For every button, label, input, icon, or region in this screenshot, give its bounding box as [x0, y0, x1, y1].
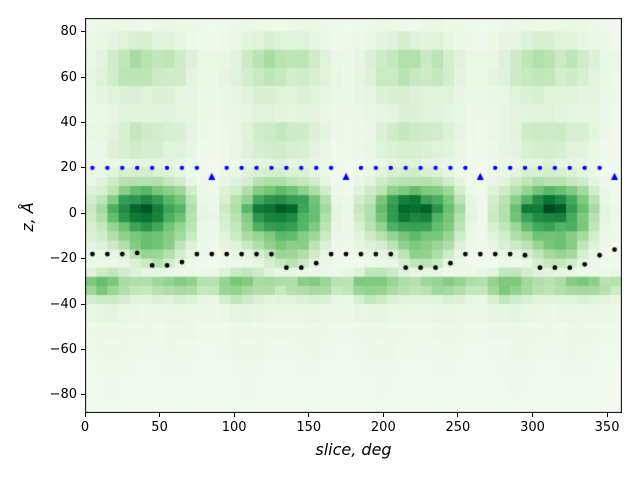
- y-tick-label: 0: [68, 205, 77, 221]
- y-tick-mark: [81, 212, 85, 214]
- x-axis-label: slice, deg: [315, 440, 392, 459]
- x-tick-label: 250: [445, 420, 471, 435]
- x-tick-mark: [308, 413, 310, 417]
- y-tick-mark: [81, 167, 85, 169]
- x-tick-label: 350: [594, 420, 620, 435]
- x-tick-mark: [532, 413, 533, 417]
- x-tick-mark: [159, 413, 161, 417]
- plot-area: [85, 18, 622, 413]
- x-tick-label: 0: [80, 420, 90, 435]
- y-tick-mark: [81, 31, 85, 33]
- x-tick-mark: [233, 413, 235, 417]
- x-tick-mark: [84, 413, 86, 417]
- y-tick-label: 40: [60, 114, 77, 130]
- heatmap-canvas: [85, 18, 622, 413]
- y-tick-label: 20: [60, 160, 77, 176]
- y-tick-label: −20: [49, 251, 77, 267]
- x-tick-label: 150: [296, 420, 322, 435]
- y-tick-mark: [81, 394, 85, 396]
- x-tick-label: 50: [151, 420, 168, 435]
- y-tick-label: −40: [49, 296, 77, 312]
- x-tick-label: 200: [370, 420, 396, 435]
- y-tick-label: 80: [60, 24, 77, 40]
- y-tick-mark: [81, 348, 85, 350]
- y-tick-label: −60: [49, 341, 77, 357]
- x-tick-label: 300: [520, 420, 545, 435]
- y-tick-label: 60: [60, 69, 77, 85]
- x-tick-mark: [457, 413, 459, 417]
- y-tick-mark: [81, 303, 85, 305]
- y-tick-label: −80: [49, 387, 77, 403]
- x-tick-label: 100: [221, 420, 247, 435]
- x-tick-mark: [606, 413, 608, 417]
- x-tick-mark: [382, 413, 384, 417]
- y-tick-mark: [81, 121, 85, 123]
- y-tick-mark: [81, 258, 85, 260]
- y-tick-mark: [81, 76, 85, 78]
- y-axis-label: z, Å: [18, 202, 37, 232]
